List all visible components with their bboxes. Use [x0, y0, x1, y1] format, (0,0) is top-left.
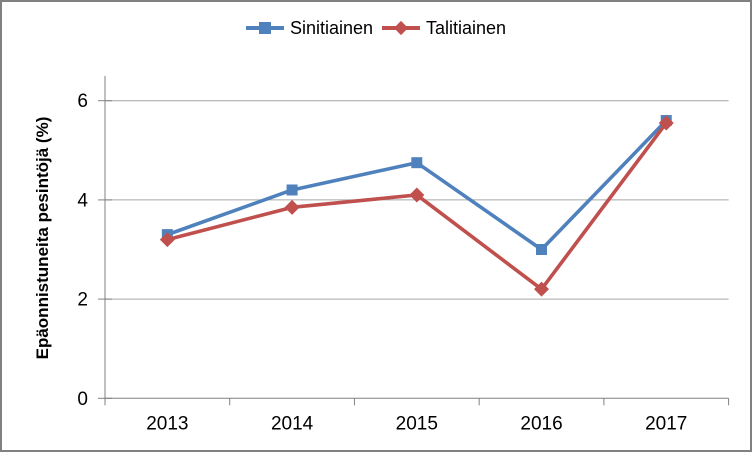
x-category-label: 2015 [396, 413, 438, 434]
series-line-sinitiainen [165, 118, 669, 252]
y-tick-label: 4 [77, 190, 88, 211]
data-point-square [286, 184, 298, 196]
legend-marker-line-square-icon [245, 20, 284, 36]
diamond-marker-icon [393, 20, 409, 36]
legend-marker-line-diamond-icon [382, 20, 420, 36]
legend-item-talitiainen: Talitiainen [382, 19, 506, 37]
y-tick-label: 0 [77, 389, 88, 410]
x-category-label: 2014 [271, 413, 314, 434]
legend-label-sinitiainen: Sinitiainen [289, 18, 373, 38]
x-category-label: 2013 [146, 413, 188, 434]
legend-label-talitiainen: Talitiainen [426, 18, 507, 38]
y-axis-title: Epäonnistuneita pesintöjä (%) [33, 116, 52, 360]
chart-legend: Sinitiainen Talitiainen [2, 19, 750, 37]
square-marker-icon [258, 22, 271, 34]
data-point-diamond [658, 115, 674, 131]
data-point-square [536, 244, 548, 255]
data-point-square [411, 157, 423, 169]
x-category-label: 2017 [645, 413, 687, 434]
y-tick-label: 2 [77, 290, 88, 311]
data-point-diamond [534, 281, 550, 297]
legend-item-sinitiainen: Sinitiainen [245, 18, 373, 38]
x-category-label: 2016 [520, 413, 562, 434]
y-tick-label: 6 [77, 91, 88, 112]
data-point-diamond [409, 187, 425, 203]
data-point-diamond [284, 199, 300, 215]
data-point-diamond [159, 232, 175, 248]
